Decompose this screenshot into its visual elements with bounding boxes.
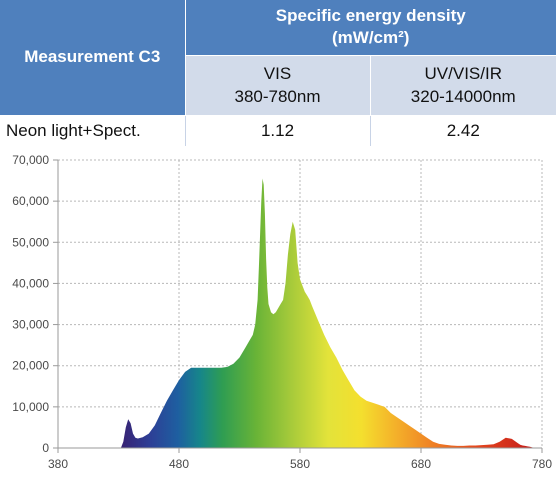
column-header-vis: VIS 380-780nm: [185, 55, 371, 116]
x-axis-ticks: 380 480 580 680 780: [48, 448, 552, 471]
column-range: 380-780nm: [234, 87, 321, 106]
energy-density-title: Specific energy density: [275, 6, 466, 26]
energy-density-header-cell: Specific energy density (mW/cm²): [185, 0, 556, 56]
x-tick-label: 780: [532, 457, 552, 471]
y-tick-label: 50,000: [12, 235, 49, 249]
y-axis-ticks: 0 10,000 20,000 30,000 40,000 50,000 60,000 70,…: [12, 153, 58, 455]
y-tick-label: 40,000: [12, 276, 49, 290]
x-tick-label: 480: [169, 457, 189, 471]
measurement-table: Measurement C3 Specific energy density (…: [0, 0, 556, 147]
value-uv-vis-ir: 2.42: [370, 115, 556, 147]
measurement-label: Measurement C3: [24, 47, 161, 67]
value-vis: 1.12: [185, 115, 371, 147]
y-tick-label: 60,000: [12, 194, 49, 208]
y-tick-label: 20,000: [12, 359, 49, 373]
y-tick-label: 70,000: [12, 153, 49, 167]
x-tick-label: 580: [290, 457, 310, 471]
x-tick-label: 380: [48, 457, 68, 471]
measurement-header-cell: Measurement C3: [0, 0, 186, 116]
row-label: Neon light+Spect.: [0, 115, 186, 147]
x-tick-label: 680: [411, 457, 431, 471]
y-tick-label: 0: [42, 441, 49, 455]
column-name: UV/VIS/IR: [424, 64, 502, 83]
column-name: VIS: [263, 64, 292, 83]
column-range: 320-14000nm: [410, 87, 516, 106]
spectrum-area: [120, 178, 535, 448]
y-tick-label: 10,000: [12, 400, 49, 414]
y-tick-label: 30,000: [12, 318, 49, 332]
energy-density-unit: (mW/cm²): [332, 28, 410, 48]
spectrum-chart: 380 480 580 680 780 0 10,000 20,000 30,000 40,00…: [0, 146, 556, 484]
column-header-uv-vis-ir: UV/VIS/IR 320-14000nm: [370, 55, 556, 116]
